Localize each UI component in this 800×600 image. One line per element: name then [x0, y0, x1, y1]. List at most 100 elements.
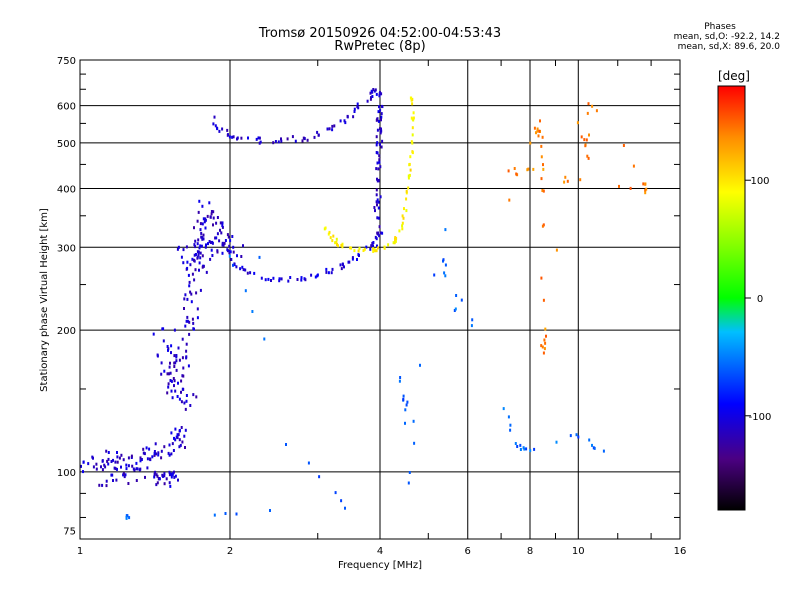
data-point: [379, 195, 382, 199]
data-point: [533, 126, 536, 130]
data-point: [373, 206, 376, 209]
data-point: [185, 342, 188, 346]
data-point: [157, 451, 160, 455]
data-point: [380, 118, 382, 122]
data-point: [407, 481, 410, 485]
data-point: [153, 475, 156, 479]
data-point: [622, 144, 625, 147]
data-point: [167, 382, 170, 386]
data-point: [195, 395, 198, 399]
colorbar-tick-label: 100: [750, 176, 769, 187]
data-point: [170, 344, 173, 348]
data-point: [170, 351, 172, 355]
data-point: [124, 473, 127, 477]
data-point: [402, 397, 405, 401]
data-point: [199, 244, 202, 248]
data-point: [379, 165, 382, 169]
data-point: [602, 449, 605, 453]
data-point: [375, 167, 378, 171]
data-point: [232, 263, 234, 267]
data-point: [186, 260, 189, 264]
data-point: [379, 108, 382, 112]
data-point: [151, 455, 154, 459]
data-point: [163, 482, 166, 486]
data-point: [183, 401, 186, 405]
data-point: [213, 115, 216, 119]
data-point: [411, 98, 414, 102]
data-point: [302, 136, 305, 140]
data-point: [240, 255, 243, 258]
data-point: [470, 324, 473, 328]
data-point: [529, 141, 532, 145]
data-point: [181, 387, 184, 391]
data-point: [239, 267, 242, 271]
data-point: [184, 407, 187, 411]
data-point: [328, 230, 331, 234]
data-point: [139, 456, 142, 460]
data-point: [380, 115, 383, 119]
data-point: [200, 244, 203, 248]
data-point: [580, 135, 583, 139]
data-point: [584, 144, 587, 148]
data-point: [174, 389, 177, 393]
y-tick-label: 400: [57, 184, 76, 195]
data-point: [357, 249, 360, 253]
data-point: [335, 237, 338, 241]
data-point: [197, 210, 200, 214]
data-point: [294, 139, 297, 143]
data-point: [178, 445, 181, 449]
data-point: [374, 249, 377, 253]
data-point: [375, 188, 378, 192]
data-point: [515, 172, 518, 176]
data-point: [411, 151, 414, 155]
data-point: [173, 470, 175, 474]
data-point: [105, 484, 108, 488]
data-point: [186, 297, 189, 301]
data-point: [209, 257, 212, 261]
data-point: [163, 445, 166, 449]
data-point: [178, 429, 181, 432]
data-point: [224, 512, 227, 515]
data-point: [460, 298, 463, 302]
data-point: [352, 115, 355, 119]
data-point: [120, 453, 123, 457]
data-point: [176, 436, 179, 440]
data-point: [160, 449, 163, 453]
data-point: [317, 133, 320, 137]
data-point: [330, 271, 333, 275]
data-point: [351, 256, 354, 260]
data-point: [177, 346, 180, 350]
data-point: [196, 307, 199, 311]
data-point: [231, 135, 234, 139]
data-point: [376, 198, 379, 202]
data-point: [413, 441, 416, 445]
data-point: [125, 467, 128, 471]
data-point: [196, 242, 199, 246]
data-point: [118, 456, 121, 460]
data-point: [197, 250, 200, 254]
data-point: [398, 229, 401, 233]
data-point: [407, 186, 410, 190]
data-point: [241, 265, 244, 269]
data-point: [408, 162, 411, 166]
data-point: [545, 334, 547, 338]
data-point: [519, 443, 522, 447]
data-point: [376, 244, 378, 248]
data-point: [401, 224, 404, 228]
data-point: [188, 284, 191, 288]
data-point: [139, 459, 142, 463]
y-axis-label: Stationary phase Virtual Height [km]: [39, 208, 50, 392]
data-point: [232, 250, 235, 254]
data-point: [177, 478, 179, 482]
data-point: [280, 137, 282, 141]
data-point: [372, 249, 375, 253]
data-point: [569, 434, 572, 438]
data-point: [207, 242, 209, 246]
data-point: [226, 248, 229, 252]
data-point: [201, 236, 204, 240]
data-point: [537, 134, 540, 138]
data-point: [540, 144, 543, 148]
data-point: [577, 435, 580, 439]
data-point: [148, 447, 151, 451]
data-point: [154, 442, 157, 446]
